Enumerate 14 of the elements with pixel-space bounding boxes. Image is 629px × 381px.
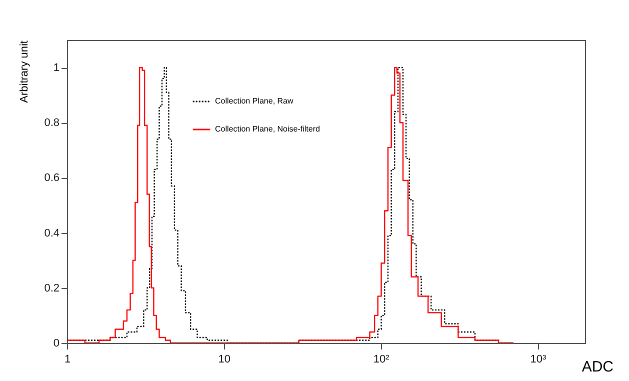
y-tick-label: 0.2	[44, 282, 60, 294]
x-tick-label: 10	[218, 354, 231, 366]
y-tick-label: 0.6	[44, 172, 60, 184]
x-axis-title: ADC	[582, 358, 614, 376]
x-tick-label: 10²	[373, 354, 390, 366]
y-tick-label: 0.4	[44, 227, 60, 240]
y-tick-label: 0.8	[44, 117, 60, 130]
y-axis-title: Arbitrary unit	[18, 40, 30, 103]
x-tick-label: 10³	[530, 354, 547, 366]
y-tick-label: 0	[53, 338, 60, 350]
x-tick-label: 1	[64, 354, 71, 366]
legend-label: Collection Plane, Noise-filterd	[215, 124, 320, 134]
y-tick-label: 1	[53, 62, 60, 74]
legend-label: Collection Plane, Raw	[215, 96, 294, 106]
